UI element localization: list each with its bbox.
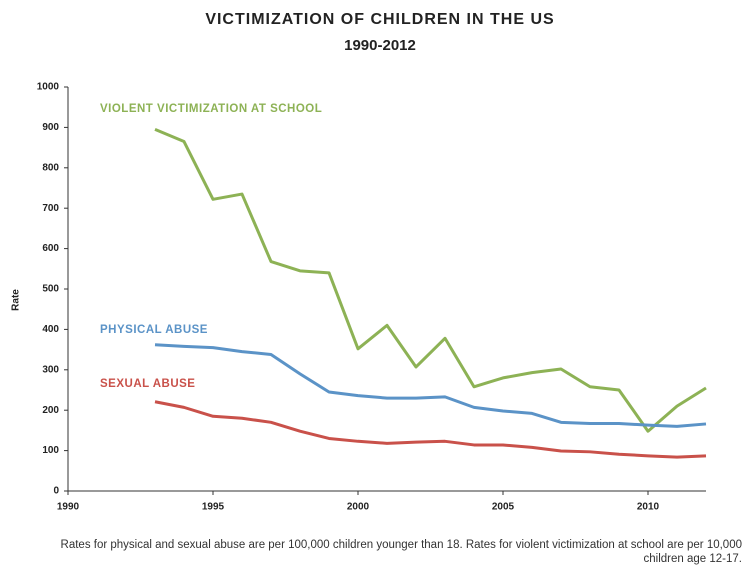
chart-title: VICTIMIZATION OF CHILDREN IN THE US <box>205 11 554 28</box>
y-tick-label: 600 <box>42 243 59 254</box>
footnote: Rates for physical and sexual abuse are … <box>60 539 742 565</box>
y-tick-label: 700 <box>42 203 59 214</box>
y-tick-label: 100 <box>42 445 59 456</box>
x-tick-label: 1995 <box>202 502 225 513</box>
y-tick-label: 200 <box>42 405 59 416</box>
y-tick-label: 800 <box>42 162 59 173</box>
series-line <box>154 128 707 433</box>
series-line <box>154 400 707 459</box>
chart-subtitle: 1990-2012 <box>344 37 416 54</box>
series-line <box>154 343 707 428</box>
y-tick-label: 0 <box>53 486 59 497</box>
x-tick-label: 2005 <box>492 502 515 513</box>
y-tick-label: 300 <box>42 364 59 375</box>
series-label: VIOLENT VICTIMIZATION AT SCHOOL <box>100 103 322 115</box>
y-tick-label: 400 <box>42 324 59 335</box>
y-axis-label: Rate <box>11 289 22 311</box>
y-tick-label: 1000 <box>37 82 60 93</box>
series-label: SEXUAL ABUSE <box>100 378 195 390</box>
x-tick-label: 1990 <box>57 502 80 513</box>
y-tick-label: 900 <box>42 122 59 133</box>
series-label: PHYSICAL ABUSE <box>100 324 208 336</box>
y-tick-label: 500 <box>42 284 59 295</box>
x-tick-label: 2010 <box>637 502 660 513</box>
x-tick-label: 2000 <box>347 502 370 513</box>
